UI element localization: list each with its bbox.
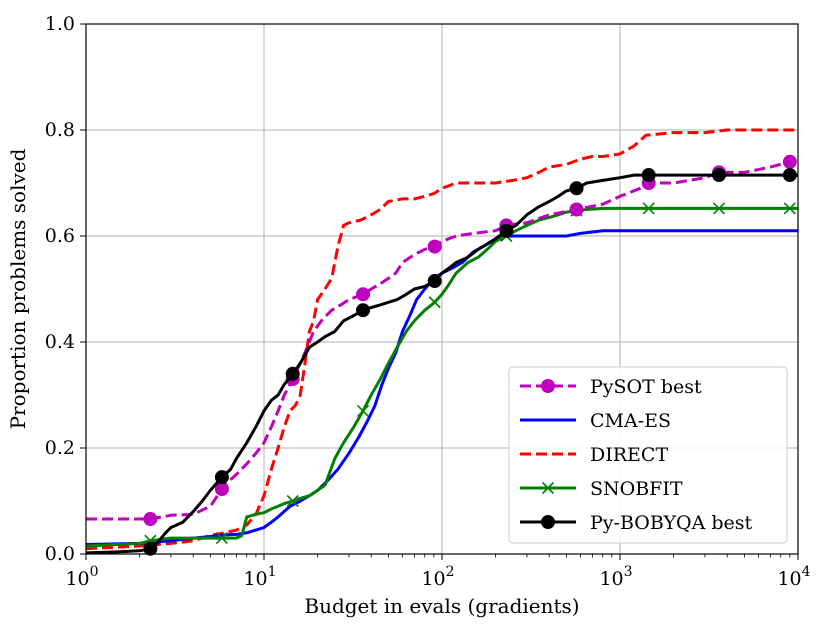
series-line <box>85 229 798 546</box>
data-point <box>712 202 726 215</box>
x-axis-label: Budget in evals (gradients) <box>304 594 579 618</box>
data-point <box>356 404 370 417</box>
ticks: 100 101 102 103 104 0.0 0.2 0.4 0.6 0.8 1.0 <box>45 13 811 590</box>
series-py-bobyqa-best <box>85 168 798 556</box>
data-point <box>215 532 228 545</box>
data-point <box>286 494 299 508</box>
data-point <box>641 168 656 183</box>
series-direct <box>85 128 798 551</box>
legend: PySOT best CMA-ES DIRECT SNOBFIT Py-BOBYQA b… <box>508 366 788 544</box>
data-point <box>428 296 441 309</box>
data-point <box>356 287 371 302</box>
data-point <box>285 366 300 381</box>
data-point <box>569 202 584 217</box>
y-tick-label: 0.8 <box>45 119 75 141</box>
series-line <box>86 160 798 521</box>
y-tick-label: 1.0 <box>45 13 75 35</box>
series-group <box>85 128 798 556</box>
y-tick-label: 0.0 <box>45 543 75 565</box>
x-tick-label: 103 <box>599 564 632 590</box>
data-point <box>712 168 727 183</box>
legend-marker <box>541 515 555 529</box>
data-point <box>642 202 655 215</box>
x-tick-label: 100 <box>65 564 98 590</box>
data-point <box>782 154 797 169</box>
data-point <box>782 168 797 183</box>
data-point <box>143 541 158 556</box>
legend-label: PySOT best <box>590 376 702 398</box>
series-line <box>85 128 798 551</box>
legend-box <box>508 366 788 544</box>
x-tick-label: 102 <box>421 564 454 590</box>
legend-label: CMA-ES <box>590 410 671 432</box>
data-point <box>143 512 158 527</box>
x-tick-label: 104 <box>777 564 810 590</box>
data-point <box>783 202 796 215</box>
data-point <box>569 181 584 196</box>
legend-marker <box>541 379 555 393</box>
data-point <box>214 470 229 485</box>
y-tick-label: 0.2 <box>45 437 75 459</box>
y-tick-label: 0.4 <box>45 331 75 353</box>
legend-marker <box>541 481 555 495</box>
legend-label: DIRECT <box>590 444 668 466</box>
series-line <box>85 173 798 555</box>
x-tick-label: 101 <box>243 564 276 590</box>
data-point <box>356 303 371 318</box>
grid <box>86 24 798 554</box>
data-point <box>427 239 442 254</box>
data-point <box>427 274 442 289</box>
data-point <box>499 223 514 238</box>
legend-label: Py-BOBYQA best <box>590 512 752 534</box>
series-cma-es <box>85 229 798 546</box>
legend-label: SNOBFIT <box>590 478 683 500</box>
y-tick-label: 0.6 <box>45 225 75 247</box>
y-axis-label: Proportion problems solved <box>6 148 30 429</box>
